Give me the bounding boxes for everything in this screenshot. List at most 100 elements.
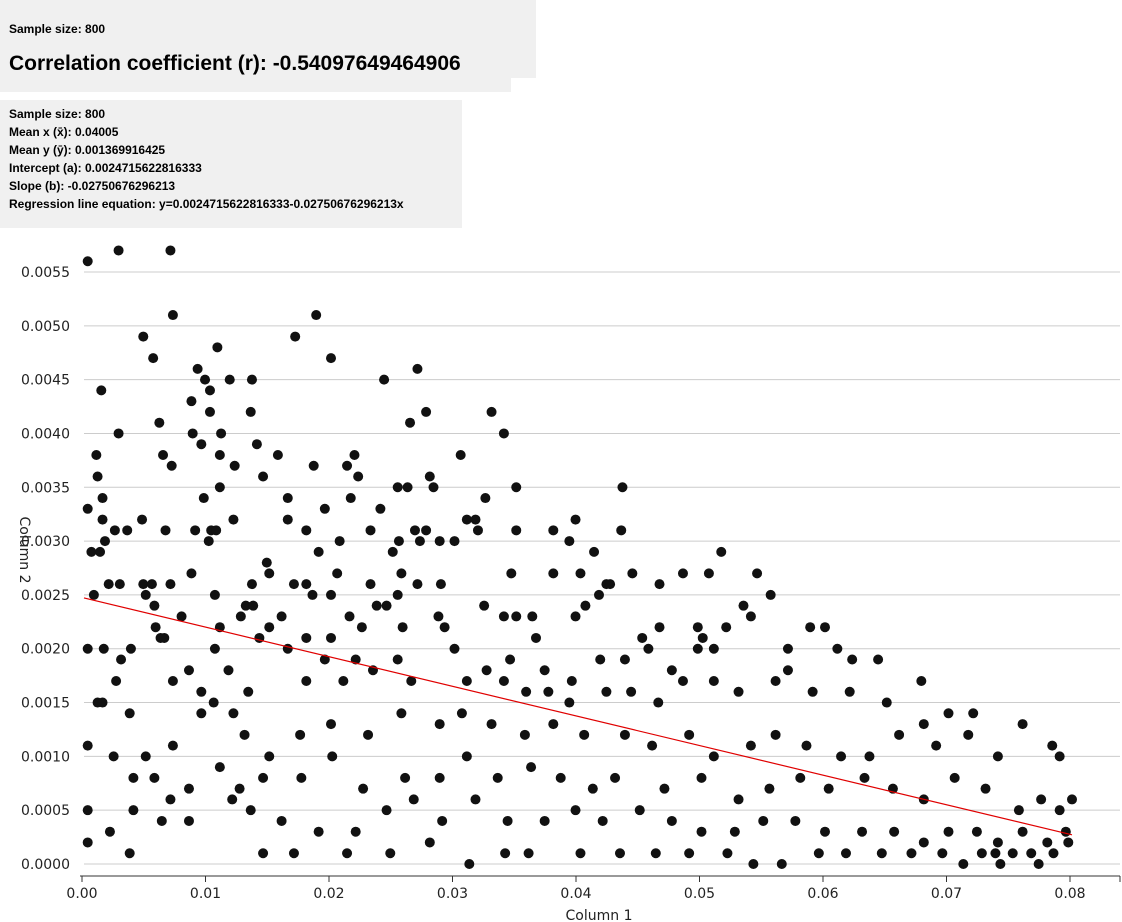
data-point bbox=[412, 579, 423, 590]
data-point bbox=[392, 654, 403, 665]
data-point bbox=[619, 654, 630, 665]
data-point bbox=[472, 525, 483, 536]
x-tick-label: 0.07 bbox=[931, 886, 962, 902]
data-point bbox=[505, 654, 516, 665]
data-point bbox=[414, 536, 425, 547]
data-point bbox=[282, 514, 293, 525]
data-point bbox=[745, 611, 756, 622]
data-point bbox=[239, 729, 250, 740]
data-point bbox=[319, 503, 330, 514]
data-point bbox=[992, 751, 1003, 762]
data-point bbox=[251, 439, 262, 450]
data-point bbox=[109, 525, 120, 536]
data-point bbox=[396, 568, 407, 579]
data-point bbox=[203, 536, 214, 547]
data-point bbox=[264, 622, 275, 633]
data-point bbox=[752, 568, 763, 579]
data-point bbox=[349, 449, 360, 460]
data-point bbox=[183, 783, 194, 794]
y-tick-label: 0.0020 bbox=[21, 642, 70, 658]
regression-line bbox=[83, 597, 1073, 836]
data-point bbox=[521, 686, 532, 697]
data-point bbox=[301, 676, 312, 687]
data-point bbox=[677, 676, 688, 687]
data-point bbox=[371, 600, 382, 611]
data-point bbox=[224, 374, 235, 385]
data-point bbox=[776, 859, 787, 869]
data-point bbox=[498, 676, 509, 687]
data-point bbox=[204, 406, 215, 417]
data-point bbox=[282, 493, 293, 504]
data-point bbox=[434, 772, 445, 783]
x-axis-label: Column 1 bbox=[566, 908, 633, 922]
data-point bbox=[461, 751, 472, 762]
data-point bbox=[200, 374, 211, 385]
stats-intercept: Intercept (a): 0.0024715622816333 bbox=[9, 161, 202, 175]
data-point bbox=[461, 514, 472, 525]
data-point bbox=[745, 740, 756, 751]
data-point bbox=[409, 525, 420, 536]
data-point bbox=[282, 643, 293, 654]
data-point bbox=[97, 697, 108, 708]
data-point bbox=[155, 632, 166, 643]
data-point bbox=[342, 460, 353, 471]
data-point bbox=[327, 751, 338, 762]
data-point bbox=[575, 848, 586, 859]
data-point bbox=[387, 546, 398, 557]
data-point bbox=[943, 708, 954, 719]
y-axis-label: Column 2 bbox=[16, 517, 32, 584]
sample-size-label: Sample size: 800 bbox=[9, 22, 106, 36]
data-point bbox=[949, 772, 960, 783]
data-point bbox=[128, 805, 139, 816]
data-point bbox=[721, 622, 732, 633]
data-point bbox=[976, 848, 987, 859]
data-point bbox=[637, 632, 648, 643]
data-point bbox=[326, 632, 336, 643]
data-point bbox=[844, 686, 855, 697]
data-point bbox=[227, 794, 238, 805]
data-point bbox=[288, 579, 299, 590]
data-point bbox=[439, 622, 450, 633]
data-point bbox=[216, 428, 227, 439]
y-tick-label: 0.0030 bbox=[21, 534, 70, 550]
y-tick-label: 0.0025 bbox=[21, 588, 70, 604]
data-point bbox=[248, 600, 259, 611]
data-point bbox=[86, 546, 97, 557]
data-point bbox=[122, 525, 133, 536]
data-point bbox=[801, 740, 812, 751]
data-point bbox=[428, 482, 439, 493]
data-point bbox=[88, 589, 99, 600]
data-point bbox=[160, 525, 171, 536]
regression-line-group bbox=[83, 597, 1073, 836]
data-point bbox=[654, 579, 665, 590]
data-point bbox=[539, 815, 550, 826]
data-point bbox=[190, 525, 201, 536]
data-point bbox=[449, 536, 460, 547]
data-point bbox=[397, 622, 408, 633]
data-point bbox=[647, 740, 658, 751]
data-point bbox=[449, 643, 460, 654]
data-point bbox=[990, 848, 1001, 859]
data-point bbox=[931, 740, 942, 751]
data-point bbox=[187, 428, 198, 439]
data-point bbox=[697, 632, 708, 643]
data-point bbox=[128, 772, 139, 783]
data-point bbox=[209, 589, 220, 600]
data-point bbox=[223, 665, 234, 676]
data-point bbox=[968, 708, 979, 719]
data-point bbox=[258, 848, 269, 859]
data-point bbox=[150, 622, 161, 633]
data-point bbox=[894, 729, 905, 740]
data-point bbox=[332, 568, 343, 579]
data-point bbox=[437, 815, 448, 826]
data-point bbox=[196, 439, 207, 450]
data-point bbox=[758, 815, 769, 826]
data-point bbox=[992, 837, 1003, 848]
data-point bbox=[156, 815, 167, 826]
data-point bbox=[456, 708, 467, 719]
data-point bbox=[82, 837, 93, 848]
data-point bbox=[733, 794, 744, 805]
data-point bbox=[148, 353, 159, 364]
data-point bbox=[703, 568, 714, 579]
data-point bbox=[243, 686, 254, 697]
